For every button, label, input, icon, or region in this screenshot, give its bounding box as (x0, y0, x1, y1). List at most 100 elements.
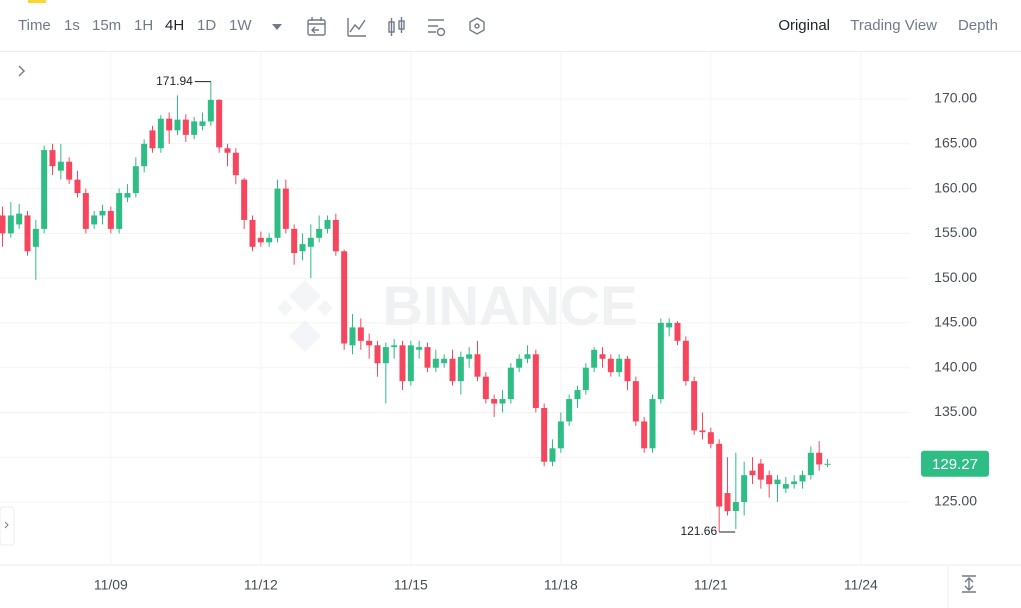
y-tick-label: 135.00 (934, 403, 977, 419)
logo-accent (28, 0, 46, 3)
candle-body (199, 121, 206, 126)
candle-body (291, 228, 298, 254)
y-tick-label: 155.00 (934, 224, 977, 240)
candle-body (482, 376, 489, 400)
toolbar-button[interactable]: 1H (134, 17, 154, 34)
high-marker-label: 171.94 (156, 74, 193, 88)
toolbar-button[interactable]: 1W (229, 17, 252, 34)
depth-icon[interactable] (469, 17, 485, 35)
candle-type-icon[interactable] (388, 17, 405, 36)
candle-body (632, 381, 639, 422)
candle-body (466, 354, 473, 359)
chart-bg (0, 52, 1021, 608)
candle-body (349, 327, 356, 346)
candle-body (524, 354, 531, 359)
last-price-tag (921, 450, 989, 477)
candle-body (124, 193, 131, 198)
toolbar-button[interactable]: Original (778, 17, 830, 34)
candle-body (224, 148, 231, 153)
toolbar-button[interactable]: Trading View (850, 17, 937, 34)
candle-body (616, 358, 623, 373)
candle-body (432, 358, 439, 368)
y-tick-label: 150.00 (934, 269, 977, 285)
candle-body (141, 143, 148, 167)
candle-body (666, 322, 673, 328)
y-tick-label: 165.00 (934, 135, 977, 151)
candle-body (82, 193, 89, 229)
candle-body (157, 118, 164, 149)
candle-body (474, 354, 481, 377)
candle-body (49, 150, 56, 167)
y-tick-label: 140.00 (934, 358, 977, 374)
toolbar: Time 1s 15m 1H 4H 1D 1W Original Trading View Dep… (0, 0, 1021, 52)
candle-body (707, 432, 714, 444)
axes: 125.00130.00135.00140.00145.00150.00155.… (94, 74, 989, 593)
toolbar-button[interactable]: 15m (92, 17, 122, 34)
candles (0, 81, 831, 532)
x-tick-label: 11/15 (394, 577, 428, 593)
candle-body (691, 381, 698, 431)
scale-toggle[interactable] (962, 575, 976, 593)
candle-body (207, 99, 214, 122)
side-tab-arrow (4, 521, 9, 529)
candle-body (582, 367, 589, 391)
candle-body (424, 347, 431, 368)
candle-body (382, 347, 389, 364)
candle-body (274, 188, 281, 238)
expand-left[interactable] (18, 65, 25, 77)
settings-icon[interactable] (428, 19, 446, 37)
candle-body (99, 210, 106, 216)
grid (0, 52, 910, 565)
candle-body (824, 463, 831, 465)
candle-body (366, 340, 373, 346)
candle-body (282, 188, 289, 229)
candle-body (182, 119, 189, 135)
candle-body (741, 475, 748, 503)
candle-body (532, 354, 539, 409)
candle-body (7, 215, 14, 234)
toolbar-icons (28, 0, 485, 37)
candle-body (716, 443, 723, 507)
candle-body (149, 130, 156, 149)
candle-body (107, 210, 114, 229)
toolbar-button[interactable]: 4H (165, 17, 185, 34)
candle-body (732, 502, 739, 511)
candle-body (299, 244, 306, 252)
candle-body (724, 493, 731, 511)
candle-body (641, 421, 648, 449)
candle-body (357, 327, 364, 341)
toolbar-button[interactable]: 1s (64, 17, 80, 34)
candle-body (816, 452, 823, 465)
candle-body (116, 193, 123, 229)
candle-body (257, 237, 264, 243)
candle-body (624, 358, 631, 382)
y-tick-label: 125.00 (934, 493, 977, 509)
candle-body (557, 421, 564, 449)
x-tick-label: 11/12 (244, 577, 278, 593)
x-tick-label: 11/09 (94, 577, 128, 593)
x-tick-label: 11/24 (844, 577, 878, 593)
candle-body (332, 219, 339, 252)
candle-body (649, 399, 656, 449)
candle-body (57, 161, 64, 171)
candle-body (32, 228, 39, 247)
candle-body (774, 479, 781, 485)
x-tick-label: 11/21 (694, 577, 728, 593)
x-tick-label: 11/18 (544, 577, 578, 593)
chart: BINANCE 125.00130.00135.00140.00145.0015… (0, 52, 1021, 608)
candle-body (241, 179, 248, 220)
watermark: BINANCE (382, 274, 637, 337)
candle-body (699, 430, 706, 433)
indicator-icon[interactable] (347, 18, 366, 37)
toolbar-button[interactable]: 1D (197, 17, 217, 34)
date-range-icon[interactable] (307, 17, 326, 36)
candle-body (574, 390, 581, 400)
candle-body (166, 118, 173, 131)
candle-body (516, 358, 523, 368)
more-intervals[interactable] (272, 24, 282, 30)
toolbar-button[interactable]: Time (18, 17, 51, 34)
toolbar-button[interactable]: Depth (957, 17, 998, 34)
candle-body (24, 215, 31, 252)
candle-body (41, 150, 48, 229)
candle-body (66, 161, 73, 180)
